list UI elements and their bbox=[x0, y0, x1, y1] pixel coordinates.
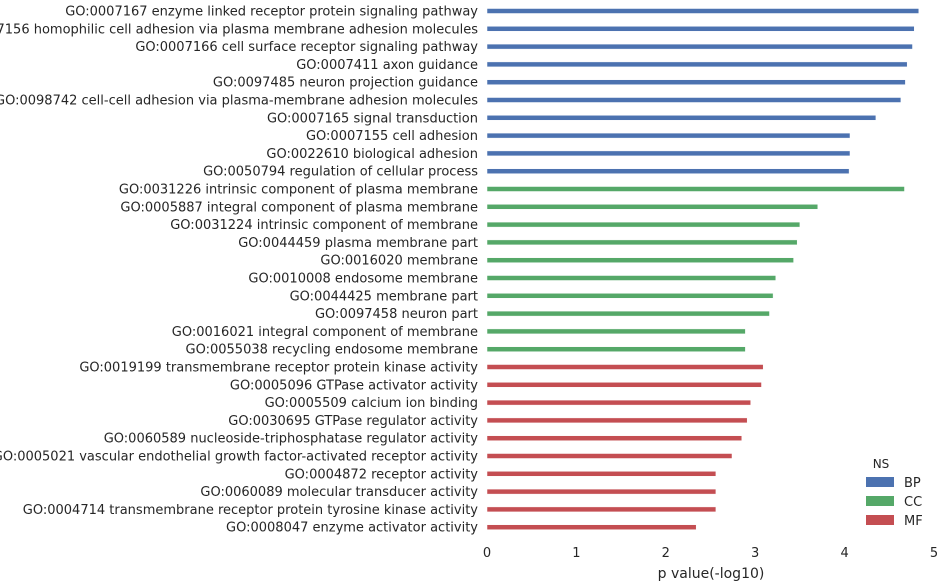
bar-bp bbox=[486, 61, 908, 68]
bar-cc bbox=[486, 293, 774, 299]
bar-cc bbox=[486, 221, 801, 228]
category-label: GO:0022610 biological adhesion bbox=[266, 147, 478, 162]
category-label: GO:0044459 plasma membrane part bbox=[238, 236, 478, 251]
category-label: GO:0007167 enzyme linked receptor protei… bbox=[65, 5, 478, 20]
category-label: GO:0098742 cell-cell adhesion via plasma… bbox=[0, 94, 478, 109]
category-label: GO:0004872 receptor activity bbox=[285, 467, 479, 482]
category-label: GO:0016020 membrane bbox=[320, 254, 478, 269]
x-tick-label: 4 bbox=[840, 546, 848, 561]
bar-cc bbox=[486, 186, 905, 192]
category-label: GO:0097458 neuron part bbox=[315, 307, 478, 322]
category-label: GO:0044425 membrane part bbox=[290, 289, 478, 304]
legend-title: NS bbox=[873, 457, 890, 471]
legend-swatch-cc bbox=[866, 496, 894, 506]
bar-bp bbox=[486, 150, 851, 157]
bar-mf bbox=[486, 435, 743, 441]
bars-group bbox=[486, 8, 920, 530]
bar-mf bbox=[486, 453, 733, 459]
category-label: GO:0008047 enzyme activator activity bbox=[226, 521, 478, 536]
category-label: GO:0005096 GTPase activator activity bbox=[230, 378, 478, 393]
category-label: GO:0005887 integral component of plasma … bbox=[120, 200, 478, 215]
bar-cc bbox=[486, 346, 746, 352]
category-label: GO:0007156 homophilic cell adhesion via … bbox=[0, 22, 478, 37]
legend: NS BP CC MF bbox=[866, 457, 923, 529]
category-label: GO:0007166 cell surface receptor signali… bbox=[135, 40, 478, 55]
bar-bp bbox=[486, 97, 902, 103]
category-label: GO:0060589 nucleoside-triphosphatase reg… bbox=[104, 432, 479, 447]
bar-bp bbox=[486, 79, 906, 85]
x-tick-label: 5 bbox=[930, 546, 938, 561]
bar-bp bbox=[486, 115, 877, 121]
bar-bp bbox=[486, 43, 913, 50]
legend-label-cc: CC bbox=[904, 495, 922, 510]
x-tick-label: 3 bbox=[751, 546, 759, 561]
bar-bp bbox=[486, 26, 915, 32]
category-label: GO:0050794 regulation of cellular proces… bbox=[203, 165, 478, 180]
bar-bp bbox=[486, 8, 920, 14]
legend-label-bp: BP bbox=[904, 476, 921, 491]
x-axis-ticks-group: 0 1 2 3 4 5 bbox=[483, 546, 938, 561]
bar-mf bbox=[486, 399, 751, 406]
bar-bp bbox=[486, 168, 850, 174]
category-label: GO:0007165 signal transduction bbox=[267, 111, 478, 126]
x-axis-title: p value(-log10) bbox=[658, 566, 765, 582]
bar-mf bbox=[486, 364, 764, 370]
category-label: GO:0005021 vascular endothelial growth f… bbox=[0, 450, 478, 465]
legend-swatch-bp bbox=[866, 477, 894, 487]
category-label: GO:0031224 intrinsic component of membra… bbox=[170, 218, 478, 233]
category-label: GO:0060089 molecular transducer activity bbox=[200, 485, 478, 500]
x-tick-label: 2 bbox=[662, 546, 670, 561]
category-label: GO:0010008 endosome membrane bbox=[248, 272, 478, 287]
x-tick-label: 1 bbox=[572, 546, 580, 561]
bar-mf bbox=[486, 524, 697, 530]
bar-bp bbox=[486, 132, 851, 139]
bar-mf bbox=[486, 488, 717, 495]
x-tick-label: 0 bbox=[483, 546, 491, 561]
category-label: GO:0007411 axon guidance bbox=[296, 58, 478, 73]
category-label: GO:0005509 calcium ion binding bbox=[265, 396, 478, 411]
bar-mf bbox=[486, 417, 748, 424]
category-label: GO:0004714 transmembrane receptor protei… bbox=[23, 503, 479, 518]
bar-cc bbox=[486, 310, 770, 317]
bar-cc bbox=[486, 275, 777, 281]
bar-mf bbox=[486, 382, 762, 388]
bar-cc bbox=[486, 204, 819, 210]
bar-mf bbox=[486, 471, 717, 477]
category-label: GO:0016021 integral component of membran… bbox=[172, 325, 478, 340]
bar-mf bbox=[486, 506, 717, 513]
legend-label-mf: MF bbox=[904, 514, 923, 529]
bar-cc bbox=[486, 239, 798, 246]
category-label: GO:0055038 recycling endosome membrane bbox=[186, 343, 478, 358]
category-label: GO:0097485 neuron projection guidance bbox=[213, 76, 478, 91]
category-label: GO:0019199 transmembrane receptor protei… bbox=[79, 361, 478, 376]
category-labels-group: GO:0007167 enzyme linked receptor protei… bbox=[0, 5, 478, 536]
category-label: GO:0007155 cell adhesion bbox=[306, 129, 478, 144]
legend-swatch-mf bbox=[866, 515, 894, 525]
category-label: GO:0031226 intrinsic component of plasma… bbox=[119, 183, 478, 198]
bar-cc bbox=[486, 257, 794, 263]
category-label: GO:0030695 GTPase regulator activity bbox=[228, 414, 478, 429]
bar-cc bbox=[486, 328, 746, 335]
